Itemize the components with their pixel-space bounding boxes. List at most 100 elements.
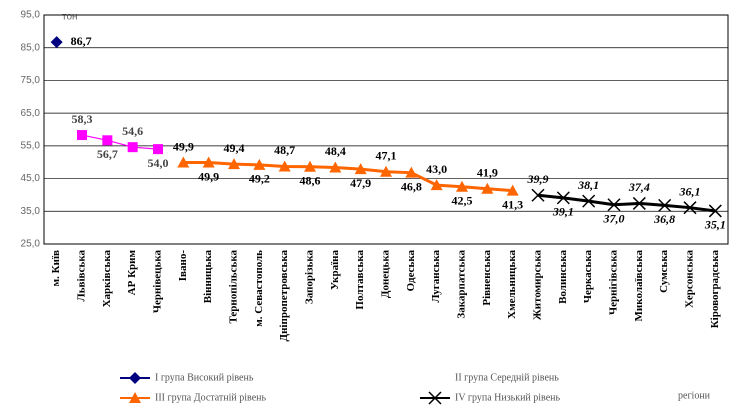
marker <box>202 156 215 168</box>
x-tick-label: Дніпропетровська <box>278 250 290 342</box>
y-tick-label: 85,0 <box>21 42 41 53</box>
legend-label: ІІІ група Достатній рівень <box>155 392 267 403</box>
marker <box>50 36 63 49</box>
value-label: 46,8 <box>401 179 422 193</box>
x-tick-label: АР Крим <box>126 249 138 295</box>
marker <box>582 194 596 208</box>
value-label: 54,6 <box>122 124 143 138</box>
y-tick-label: 35,0 <box>21 206 41 217</box>
value-label: 41,3 <box>502 197 523 211</box>
x-tick-label: Сумська <box>658 250 670 293</box>
value-label: 42,5 <box>452 194 473 208</box>
marker <box>708 204 722 218</box>
value-label: 49,9 <box>173 139 194 153</box>
value-label: 38,1 <box>577 178 599 192</box>
x-tick-label: Донецька <box>380 250 392 299</box>
value-label: 36,1 <box>679 184 701 198</box>
value-label: 54,0 <box>148 156 169 170</box>
plot-area <box>43 14 729 245</box>
value-label: 36,8 <box>653 212 675 226</box>
marker <box>177 156 190 168</box>
x-tick-label: м. Севастополь <box>253 250 265 327</box>
marker <box>531 188 545 202</box>
x-tick-label: Львівська <box>76 250 88 302</box>
marker <box>380 165 392 177</box>
value-label: 43,0 <box>426 162 447 176</box>
marker <box>354 163 367 175</box>
value-label: 37,0 <box>603 211 625 225</box>
marker <box>430 179 443 191</box>
marker <box>481 182 494 194</box>
x-tick-label: Івано- <box>177 250 189 282</box>
x-tick-label: Луганська <box>430 250 442 303</box>
marker <box>102 135 113 146</box>
marker <box>77 130 87 141</box>
value-label: 47,9 <box>350 176 371 190</box>
value-label: 39,1 <box>552 205 574 219</box>
x-tick-label: Миколаївська <box>633 250 645 322</box>
x-tick-label: Україна <box>329 250 341 291</box>
marker <box>153 144 163 155</box>
marker <box>658 198 672 212</box>
y-tick-label: 45,0 <box>21 173 41 184</box>
value-label: 41,9 <box>477 165 498 179</box>
x-tick-label: Чернівецька <box>152 250 164 314</box>
x-tick-label: Тернопільська <box>228 250 240 324</box>
marker <box>228 158 240 170</box>
marker <box>506 184 519 196</box>
x-tick-label: Чернігівська <box>608 250 620 315</box>
x-tick-label: Хмельницька <box>506 250 518 319</box>
x-tick-label: Волинська <box>557 250 569 304</box>
x-tick-label: Запорізька <box>304 250 316 305</box>
value-label: 37,4 <box>628 180 650 194</box>
value-label: 48,6 <box>300 174 321 188</box>
marker <box>556 191 570 205</box>
value-label: 86,7 <box>71 34 92 48</box>
x-tick-label: Закарпатська <box>456 250 468 319</box>
marker <box>129 392 141 403</box>
x-tick-label: Рівненська <box>481 250 493 306</box>
series-line <box>81 134 159 150</box>
value-label: 39,9 <box>527 172 549 186</box>
value-label: 35,1 <box>704 218 726 232</box>
marker <box>632 196 646 210</box>
marker <box>456 180 468 192</box>
value-label: 48,4 <box>325 144 346 158</box>
series-line <box>183 161 513 193</box>
y-tick-label: 55,0 <box>21 140 41 151</box>
marker <box>253 158 266 170</box>
legend-label: ІV група Низький рівень <box>455 392 561 403</box>
x-tick-label: Полтавська <box>354 250 366 310</box>
y-tick-label: 65,0 <box>21 108 41 119</box>
value-label: 56,7 <box>97 147 118 161</box>
x-tick-label: м. Київ <box>50 250 62 286</box>
marker <box>683 201 697 215</box>
marker <box>304 160 316 172</box>
marker <box>127 142 138 153</box>
marker <box>607 198 621 212</box>
value-label: 49,9 <box>198 169 219 183</box>
marker <box>329 161 342 173</box>
x-tick-label: Черкаська <box>582 250 594 304</box>
x-tick-label: Житомирська <box>532 250 544 321</box>
legend-label: І група Високий рівень <box>155 372 254 383</box>
marker <box>428 391 442 405</box>
series-line <box>537 193 716 213</box>
value-label: 58,3 <box>72 112 93 126</box>
marker <box>278 160 291 172</box>
y-tick-label: 75,0 <box>21 75 41 86</box>
value-label: 49,2 <box>249 172 270 186</box>
y-axis-label: тон <box>62 12 78 23</box>
value-label: 48,7 <box>274 143 295 157</box>
marker <box>129 372 141 384</box>
legend-label: ІІ група Середній рівень <box>455 372 559 383</box>
marker <box>405 166 418 178</box>
x-axis-label: регіони <box>678 390 711 401</box>
x-tick-label: Кіровоградська <box>709 250 721 329</box>
value-label: 49,4 <box>224 141 245 155</box>
value-label: 47,1 <box>376 148 397 162</box>
x-tick-label: Херсонська <box>684 250 696 309</box>
x-tick-label: Харківська <box>101 250 113 308</box>
x-tick-label: Вінницька <box>202 250 214 304</box>
